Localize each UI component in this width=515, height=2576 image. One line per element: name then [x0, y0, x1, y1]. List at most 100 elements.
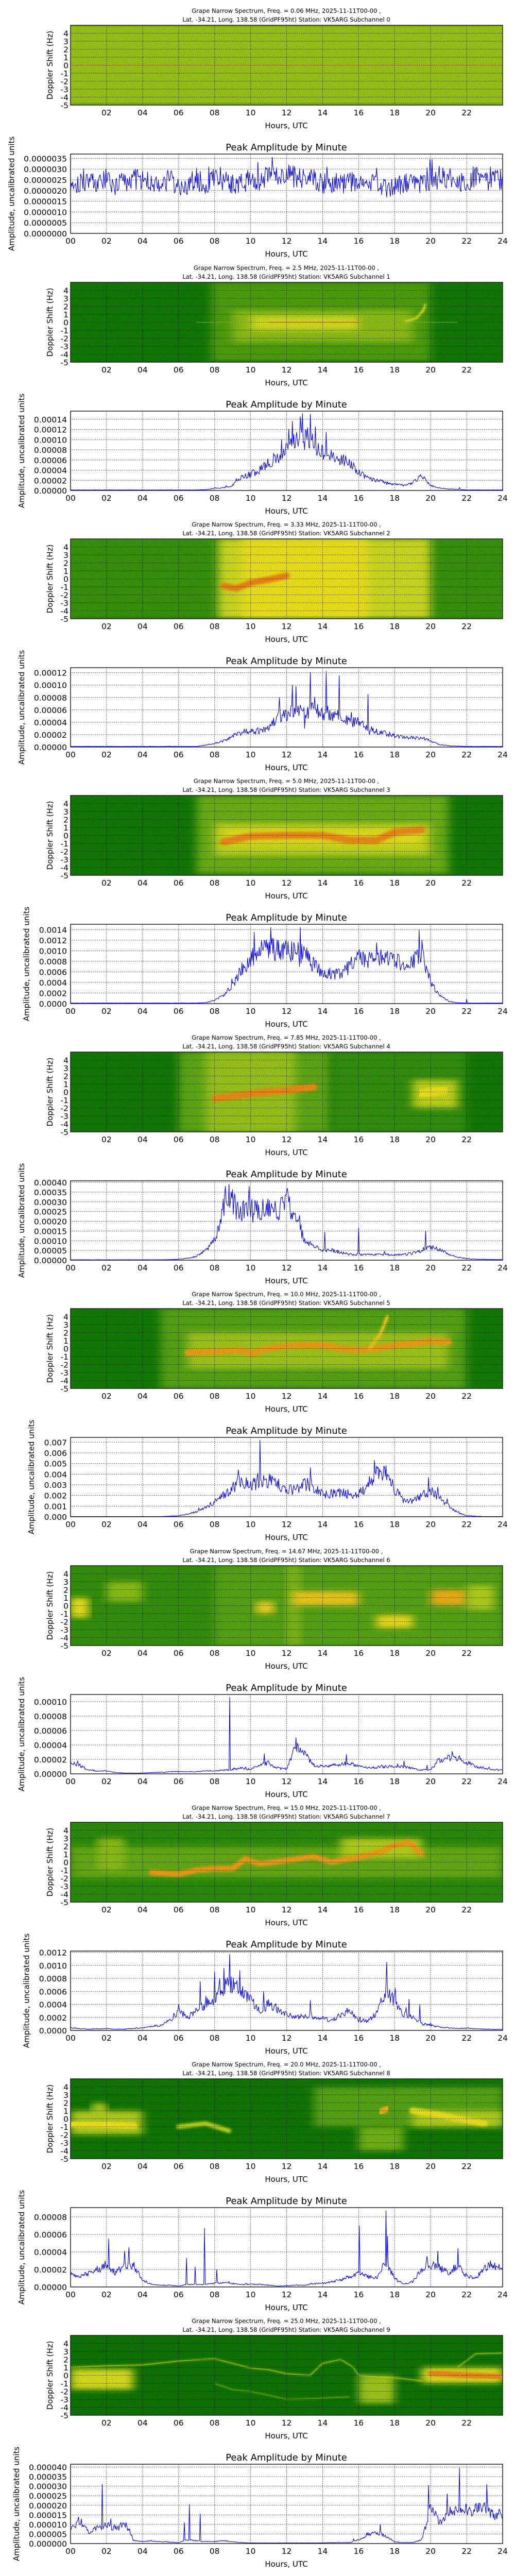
y-tick-label: 3: [63, 1578, 68, 1587]
x-tick-label: 10: [246, 1649, 256, 1658]
y-tick-label: -5: [61, 615, 68, 624]
subchannel-figure: Grape Narrow Spectrum, Freq. = 14.67 MHz…: [17, 1548, 508, 1799]
spectrogram-title-line-2: Lat. -34.21, Long. 138.58 (GridPF95ht) S…: [182, 530, 390, 537]
x-tick-label: 02: [101, 1777, 112, 1786]
x-tick-label: 12: [282, 2162, 292, 2171]
x-tick-label: 04: [138, 1777, 148, 1786]
x-tick-label: 16: [353, 365, 364, 375]
y-tick-label: -2: [61, 1874, 68, 1884]
spectrogram-frame: [70, 795, 503, 876]
x-tick-label: 12: [282, 750, 292, 759]
spectrogram-title-line-1: Grape Narrow Spectrum, Freq. = 25.0 MHz,…: [192, 2317, 381, 2325]
spectrogram-image: [71, 25, 503, 105]
amplitude-frame: [70, 924, 503, 1004]
y-tick-label: 0.000005: [29, 2530, 67, 2539]
y-axis-label: Doppler Shift (Hz): [45, 545, 55, 614]
spectrogram-image: [71, 1309, 503, 1388]
x-tick-label: 02: [101, 1520, 112, 1529]
y-tick-label: 0.000030: [29, 2482, 67, 2492]
y-tick-label: 3: [63, 807, 68, 817]
amplitude-chart: Peak Amplitude by Minute 00 02 04 06 08 10 12 14…: [22, 907, 507, 1029]
y-tick-label: 0.00006: [34, 1726, 67, 1736]
x-tick-label: 04: [138, 1905, 148, 1914]
amplitude-frame: [70, 1437, 503, 1517]
x-tick-label: 04: [138, 1007, 148, 1016]
spectrogram-title-line-2: Lat. -34.21, Long. 138.58 (GridPF95ht) S…: [182, 1299, 390, 1307]
x-tick-label: 08: [210, 2162, 220, 2171]
y-tick-label: -5: [61, 101, 68, 110]
x-tick-label: 12: [282, 1007, 292, 1016]
amplitude-title: Peak Amplitude by Minute: [226, 399, 347, 410]
y-tick-label: 0.0000010: [24, 208, 67, 217]
y-tick-label: -2: [61, 1361, 68, 1370]
x-tick-label: 10: [246, 2547, 256, 2556]
x-axis-label: Hours, UTC: [265, 1918, 307, 1927]
x-tick-label: 10: [246, 878, 256, 888]
y-tick-label: -4: [61, 863, 68, 873]
x-tick-label: 08: [210, 2547, 220, 2556]
y-tick-label: 0: [63, 1858, 68, 1868]
amplitude-series-line: [70, 1954, 503, 2030]
spectrogram-frame: [70, 2078, 503, 2159]
x-tick-label: 20: [425, 2418, 436, 2428]
x-tick-label: 00: [65, 2033, 76, 2043]
x-tick-label: 20: [425, 1777, 436, 1786]
x-axis-label: Hours, UTC: [265, 249, 307, 259]
x-tick-label: 08: [210, 1392, 220, 1401]
x-tick-label: 10: [246, 1263, 256, 1273]
y-tick-label: -2: [61, 2387, 68, 2397]
y-tick-label: 1: [63, 310, 68, 319]
x-tick-label: 16: [353, 494, 364, 503]
x-tick-label: 04: [138, 1263, 148, 1273]
x-tick-label: 14: [318, 108, 328, 117]
y-tick-label: 1: [63, 1850, 68, 1859]
amplitude-chart: Peak Amplitude by Minute 00 02 04 06 08 10 12 14…: [17, 1677, 508, 1799]
x-tick-label: 04: [138, 878, 148, 888]
x-tick-label: 18: [389, 1905, 400, 1914]
amplitude-chart: Peak Amplitude by Minute 00 02 04 06 08 10 12 14…: [17, 2190, 508, 2312]
x-tick-label: 12: [282, 1392, 292, 1401]
y-tick-label: 0.004: [44, 1470, 67, 1479]
x-axis-label: Hours, UTC: [265, 2431, 307, 2441]
y-tick-label: 0.0006: [39, 968, 67, 977]
spectrogram-chart: Grape Narrow Spectrum, Freq. = 5.0 MHz, …: [45, 777, 503, 901]
y-tick-label: 2: [63, 1586, 68, 1595]
x-tick-label: 22: [461, 878, 472, 888]
x-tick-label: 02: [101, 1649, 112, 1658]
subchannel-section: Grape Narrow Spectrum, Freq. = 3.33 MHz,…: [0, 514, 515, 772]
y-tick-label: -1: [61, 1352, 68, 1362]
x-tick-label: 04: [138, 236, 148, 246]
x-tick-label: 06: [174, 236, 184, 246]
x-tick-label: 12: [282, 365, 292, 375]
y-tick-label: 0.00000: [34, 743, 67, 752]
spectrogram-noise: [71, 1566, 503, 1646]
x-tick-label: 16: [353, 1905, 364, 1914]
y-tick-label: 0.00008: [34, 446, 67, 455]
y-tick-label: 0.00002: [34, 2265, 67, 2275]
y-tick-label: 0.0012: [39, 1948, 67, 1958]
y-axis-label: Amplitude, uncalibrated units: [17, 1677, 26, 1792]
y-tick-label: -2: [61, 591, 68, 600]
x-tick-label: 00: [65, 1520, 76, 1529]
y-tick-label: 0: [63, 1345, 68, 1354]
spectrogram-title-line-1: Grape Narrow Spectrum, Freq. = 3.33 MHz,…: [192, 521, 381, 528]
y-axis-label: Doppler Shift (Hz): [45, 1828, 55, 1897]
y-tick-label: 1: [63, 2363, 68, 2372]
x-tick-label: 24: [497, 1777, 508, 1786]
spectrogram-title-line-2: Lat. -34.21, Long. 138.58 (GridPF95ht) S…: [182, 2070, 390, 2077]
y-tick-label: -5: [61, 871, 68, 880]
x-tick-label: 10: [246, 2290, 256, 2299]
y-tick-label: 0.00004: [34, 1741, 67, 1750]
spectrogram-frame: [70, 1822, 503, 1903]
x-tick-label: 06: [174, 1905, 184, 1914]
subchannel-figure: Grape Narrow Spectrum, Freq. = 10.0 MHz,…: [27, 1291, 508, 1542]
y-tick-label: 0.00035: [34, 1188, 67, 1197]
y-tick-label: 0.0008: [39, 1974, 67, 1984]
y-tick-label: 1: [63, 1336, 68, 1346]
x-tick-label: 10: [246, 2162, 256, 2171]
y-tick-label: 4: [63, 1570, 68, 1579]
x-tick-label: 20: [425, 750, 436, 759]
y-tick-label: 4: [63, 543, 68, 552]
amplitude-frame: [70, 1694, 503, 1774]
x-tick-label: 14: [318, 2290, 328, 2299]
